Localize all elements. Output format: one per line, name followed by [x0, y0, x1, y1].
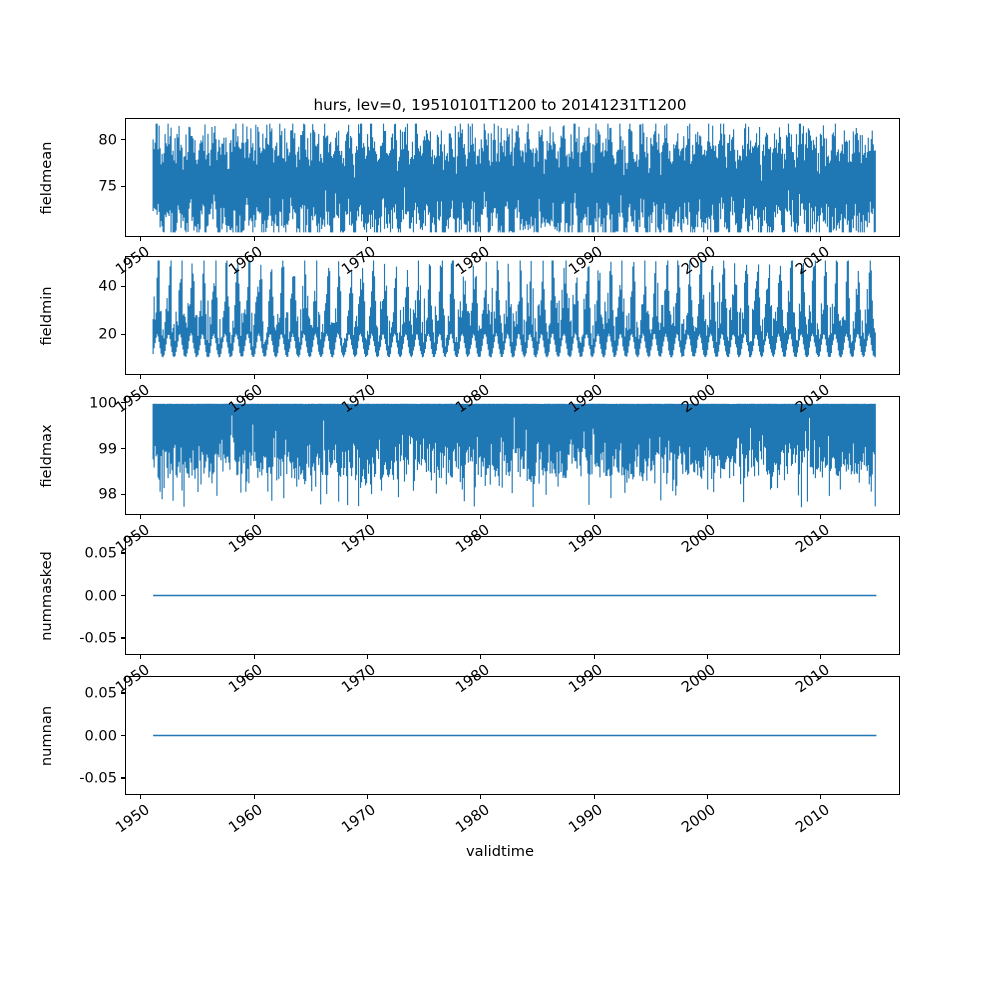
x-tick-mark	[820, 515, 822, 520]
x-tick-mark	[140, 515, 142, 520]
data-line	[153, 261, 875, 358]
x-tick-mark	[140, 237, 142, 242]
x-tick-mark	[593, 237, 595, 242]
y-tick-label-numnan: 0.00	[84, 727, 118, 744]
y-tick-mark-fieldmin	[120, 333, 125, 335]
y-axis-label-fieldmax: fieldmax	[38, 423, 55, 488]
y-tick-mark-nummasked	[120, 637, 125, 639]
y-tick-mark-fieldmean	[120, 185, 125, 187]
x-tick-mark	[140, 375, 142, 380]
y-tick-label-fieldmax: 98	[98, 485, 117, 503]
y-tick-mark-fieldmean	[120, 139, 125, 141]
x-tick-mark	[253, 237, 255, 242]
x-tick-mark	[593, 375, 595, 380]
x-tick-mark	[253, 375, 255, 380]
y-tick-label-fieldmin: 20	[98, 325, 117, 343]
subplot-fieldmax	[125, 396, 900, 515]
x-tick-mark	[706, 655, 708, 660]
y-tick-mark-numnan	[120, 734, 125, 737]
x-tick-mark	[366, 515, 368, 520]
x-tick-mark	[706, 375, 708, 380]
x-tick-mark	[820, 655, 822, 660]
x-tick-mark	[706, 237, 708, 242]
subplot-fieldmin	[125, 256, 900, 375]
x-tick-mark	[366, 375, 368, 380]
y-tick-label-nummasked: -0.05	[79, 629, 117, 647]
x-tick-mark	[366, 795, 368, 800]
x-tick-mark	[593, 655, 595, 660]
y-tick-mark-numnan	[120, 692, 125, 694]
y-tick-mark-fieldmax	[120, 448, 125, 450]
subplot-numnan	[125, 676, 900, 795]
x-tick-mark	[820, 795, 822, 800]
x-tick-mark	[366, 655, 368, 660]
y-axis-label-nummasked: nummasked	[38, 550, 55, 641]
y-axis-label-numnan: numnan	[38, 705, 55, 766]
x-tick-mark	[480, 795, 482, 800]
y-tick-mark-nummasked	[120, 552, 125, 554]
plot-line-fieldmin	[126, 257, 899, 374]
data-line	[153, 124, 875, 233]
x-tick-mark	[366, 237, 368, 242]
y-tick-label-fieldmax: 99	[98, 440, 117, 458]
x-tick-mark	[593, 515, 595, 520]
figure-title: hurs, lev=0, 19510101T1200 to 20141231T1…	[313, 96, 687, 114]
y-tick-label-nummasked: 0.00	[84, 587, 118, 604]
plot-line-fieldmax	[126, 397, 899, 514]
x-tick-mark	[480, 515, 482, 520]
x-tick-mark	[480, 237, 482, 242]
y-tick-label-fieldmean: 80	[98, 131, 117, 149]
y-axis-label-fieldmean: fieldmean	[38, 141, 55, 214]
x-tick-mark	[820, 375, 822, 380]
x-tick-mark	[140, 655, 142, 660]
x-tick-mark	[820, 237, 822, 242]
y-tick-mark-fieldmax	[120, 402, 125, 404]
plot-line-numnan	[126, 677, 899, 794]
x-tick-mark	[140, 795, 142, 800]
y-axis-label-fieldmin: fieldmin	[38, 286, 55, 346]
y-tick-label-fieldmin: 40	[98, 277, 117, 295]
y-tick-label-numnan: -0.05	[79, 769, 117, 787]
data-line	[153, 404, 875, 507]
plot-line-fieldmean	[126, 119, 899, 236]
x-tick-mark	[706, 795, 708, 800]
y-tick-mark-fieldmin	[120, 285, 125, 287]
subplot-nummasked	[125, 536, 900, 655]
x-tick-mark	[480, 375, 482, 380]
y-tick-label-numnan: 0.05	[84, 684, 118, 702]
x-tick-mark	[706, 515, 708, 520]
y-tick-mark-numnan	[120, 777, 125, 779]
x-tick-mark	[593, 795, 595, 800]
subplot-fieldmean	[125, 118, 900, 237]
x-tick-mark	[480, 655, 482, 660]
y-tick-label-nummasked: 0.05	[84, 544, 118, 562]
y-tick-mark-fieldmax	[120, 493, 125, 495]
y-tick-label-fieldmax: 100	[89, 394, 117, 412]
x-tick-mark	[253, 515, 255, 520]
plot-line-nummasked	[126, 537, 899, 654]
y-tick-mark-nummasked	[120, 594, 125, 597]
x-tick-mark	[253, 795, 255, 800]
x-tick-mark	[253, 655, 255, 660]
x-axis-label: validtime	[466, 843, 534, 860]
y-tick-label-fieldmean: 75	[98, 177, 117, 195]
